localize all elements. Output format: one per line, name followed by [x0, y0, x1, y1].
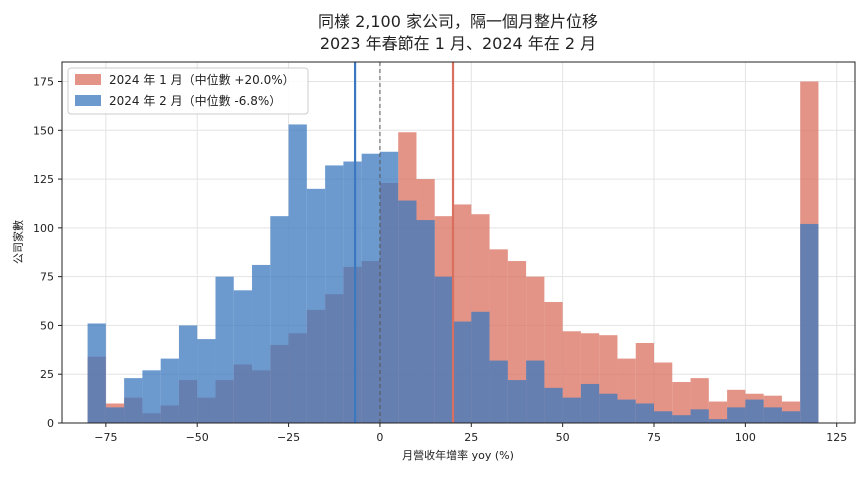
- histogram-bar: [580, 383, 600, 423]
- histogram-bar: [654, 362, 673, 423]
- histogram-bar: [635, 342, 655, 423]
- legend-label-jan: 2024 年 1 月（中位數 +20.0%）: [109, 72, 295, 87]
- histogram-bar: [562, 397, 581, 423]
- histogram-bar: [599, 393, 618, 423]
- x-tick-label: 100: [735, 431, 756, 444]
- histogram-bar: [178, 325, 198, 423]
- y-axis-label: 公司家數: [11, 220, 25, 264]
- histogram-bar: [416, 220, 435, 423]
- histogram-bar: [343, 161, 362, 423]
- x-tick-label: −25: [277, 431, 300, 444]
- histogram-bar: [325, 165, 344, 423]
- histogram-bar: [745, 399, 764, 423]
- legend-box: [67, 67, 309, 115]
- legend-swatch-feb: [75, 95, 101, 106]
- y-tick-label: 50: [40, 319, 54, 332]
- histogram-bar: [379, 151, 399, 424]
- histogram-bar: [617, 399, 636, 423]
- histogram-bar: [105, 407, 125, 423]
- x-tick-label: 25: [464, 431, 478, 444]
- histogram-bar: [727, 407, 746, 423]
- histogram-bar: [215, 276, 234, 423]
- histogram-bar: [197, 339, 216, 423]
- y-tick-label: 175: [33, 76, 54, 89]
- histogram-bar: [270, 216, 289, 423]
- histogram-bar: [672, 415, 691, 423]
- histogram-bar: [544, 387, 563, 423]
- histogram-bar: [690, 409, 709, 423]
- histogram-bar: [654, 411, 673, 423]
- histogram-bar: [306, 188, 326, 423]
- x-tick-label: 50: [556, 431, 570, 444]
- plot-frame: [61, 61, 856, 424]
- histogram-bar: [526, 360, 545, 423]
- y-axis-ticks: 0 25 50 75 100 125 150 175: [33, 76, 62, 430]
- x-axis-ticks: −75 −50 −25 0 25 50 75 100 125: [94, 423, 847, 444]
- x-tick-label: −50: [186, 431, 209, 444]
- histogram-bar: [361, 153, 380, 424]
- histogram-bar: [471, 311, 490, 423]
- histogram-bar: [398, 200, 417, 423]
- legend-label-feb: 2024 年 2 月（中位數 -6.8%）: [109, 93, 281, 108]
- histogram-bar: [288, 124, 307, 424]
- histogram-bar: [507, 380, 527, 423]
- y-tick-label: 100: [33, 222, 54, 235]
- x-tick-label: 125: [826, 431, 847, 444]
- median-lines: [353, 62, 455, 423]
- y-tick-label: 25: [40, 368, 54, 381]
- histogram-bar: [800, 223, 819, 423]
- legend-swatch-jan: [75, 74, 101, 85]
- chart-title: 同樣 2,100 家公司，隔一個月整片位移: [318, 12, 598, 31]
- histogram-bar: [142, 370, 161, 423]
- histogram-bar: [252, 264, 271, 423]
- histogram-bar: [763, 407, 782, 423]
- y-tick-label: 125: [33, 173, 54, 186]
- histogram-bar: [635, 403, 655, 423]
- histogram-bar: [233, 290, 253, 423]
- y-tick-label: 150: [33, 124, 54, 137]
- histogram-bar: [708, 419, 728, 423]
- histogram-bar: [160, 358, 179, 423]
- histogram-bar: [489, 360, 508, 423]
- chart-subtitle: 2023 年春節在 1 月、2024 年在 2 月: [320, 34, 596, 53]
- histogram-bar: [434, 276, 454, 423]
- x-axis-label: 月營收年增率 yoy (%): [402, 448, 514, 462]
- histogram-bar: [453, 321, 472, 423]
- x-tick-label: 75: [647, 431, 661, 444]
- series-1-bars: [87, 124, 819, 424]
- legend: 2024 年 1 月（中位數 +20.0%） 2024 年 2 月（中位數 -6…: [67, 67, 309, 115]
- y-tick-label: 75: [40, 271, 54, 284]
- x-tick-label: −75: [94, 431, 117, 444]
- y-tick-label: 0: [47, 417, 54, 430]
- histogram-bar: [708, 401, 728, 423]
- histogram-bars: [87, 81, 819, 424]
- histogram-bar: [124, 378, 143, 423]
- histogram-bar: [672, 382, 691, 423]
- x-tick-label: 0: [376, 431, 383, 444]
- histogram-bar: [781, 411, 801, 423]
- histogram-bar: [87, 323, 106, 423]
